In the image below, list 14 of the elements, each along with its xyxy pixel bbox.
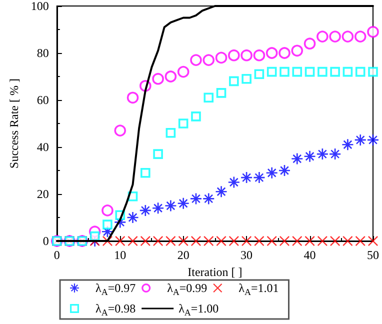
x-tick-label: 30 [240, 248, 253, 262]
y-tick-label: 20 [36, 187, 49, 201]
y-tick-label: 0 [42, 234, 49, 248]
x-tick-label: 0 [54, 248, 60, 262]
x-tick-label: 40 [304, 248, 316, 262]
y-axis-title: Success Rate [ % ] [7, 78, 21, 168]
x-tick-label: 10 [114, 248, 126, 262]
y-tick-label: 80 [36, 46, 49, 60]
y-tick-label: 100 [30, 0, 49, 13]
y-tick-label: 60 [36, 93, 49, 107]
x-tick-label: 20 [177, 248, 190, 262]
x-tick-label: 50 [367, 248, 379, 262]
y-tick-label: 40 [36, 140, 49, 154]
x-axis-title: Iteration [ ] [188, 264, 242, 279]
